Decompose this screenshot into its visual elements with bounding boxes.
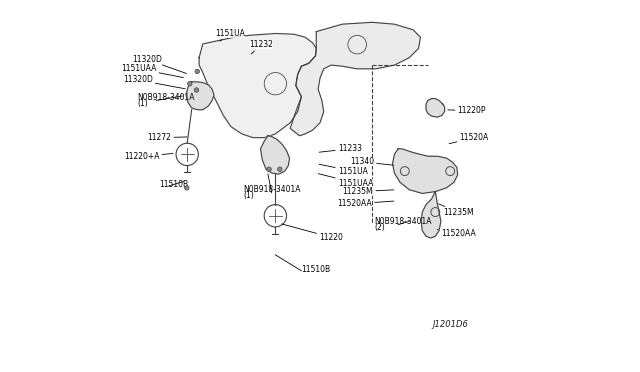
Polygon shape <box>186 82 214 110</box>
Text: N0B918-3401A: N0B918-3401A <box>138 93 195 102</box>
Text: 11320D: 11320D <box>123 76 185 89</box>
Text: 11232: 11232 <box>250 40 273 54</box>
Text: 1151UAA: 1151UAA <box>318 174 373 187</box>
Circle shape <box>267 167 271 171</box>
Circle shape <box>195 69 200 74</box>
Text: 11220P: 11220P <box>448 106 486 115</box>
Circle shape <box>184 186 189 190</box>
Text: 1151UA: 1151UA <box>319 164 368 176</box>
Text: (1): (1) <box>138 99 148 108</box>
Circle shape <box>195 88 199 92</box>
Text: 11510B: 11510B <box>159 180 188 189</box>
Text: 11235M: 11235M <box>342 187 394 196</box>
Text: (2): (2) <box>374 223 385 232</box>
Polygon shape <box>199 33 316 138</box>
Text: 11320D: 11320D <box>132 55 186 74</box>
Polygon shape <box>260 136 289 174</box>
Text: 11520A: 11520A <box>449 133 489 144</box>
Text: 11520AA: 11520AA <box>337 199 394 208</box>
Text: 11272: 11272 <box>147 133 187 142</box>
Circle shape <box>278 167 282 171</box>
Polygon shape <box>426 99 445 117</box>
Text: 11220+A: 11220+A <box>124 152 173 161</box>
Text: J1201D6: J1201D6 <box>432 320 468 329</box>
Polygon shape <box>291 22 420 136</box>
Text: N0B918-3401A: N0B918-3401A <box>374 217 431 226</box>
Text: N0B918-3401A: N0B918-3401A <box>244 185 301 194</box>
Polygon shape <box>421 192 441 238</box>
Text: 1151UA: 1151UA <box>215 29 245 41</box>
Text: 11510B: 11510B <box>301 265 330 274</box>
Text: 11233: 11233 <box>319 144 362 153</box>
Text: 11340: 11340 <box>350 157 394 166</box>
Text: 11520AA: 11520AA <box>437 229 476 238</box>
Text: 11220: 11220 <box>282 224 343 242</box>
Text: 1151UAA: 1151UAA <box>121 64 183 78</box>
Circle shape <box>188 81 192 86</box>
Text: 11235M: 11235M <box>438 204 474 217</box>
Text: (1): (1) <box>244 191 255 200</box>
Polygon shape <box>392 149 458 193</box>
